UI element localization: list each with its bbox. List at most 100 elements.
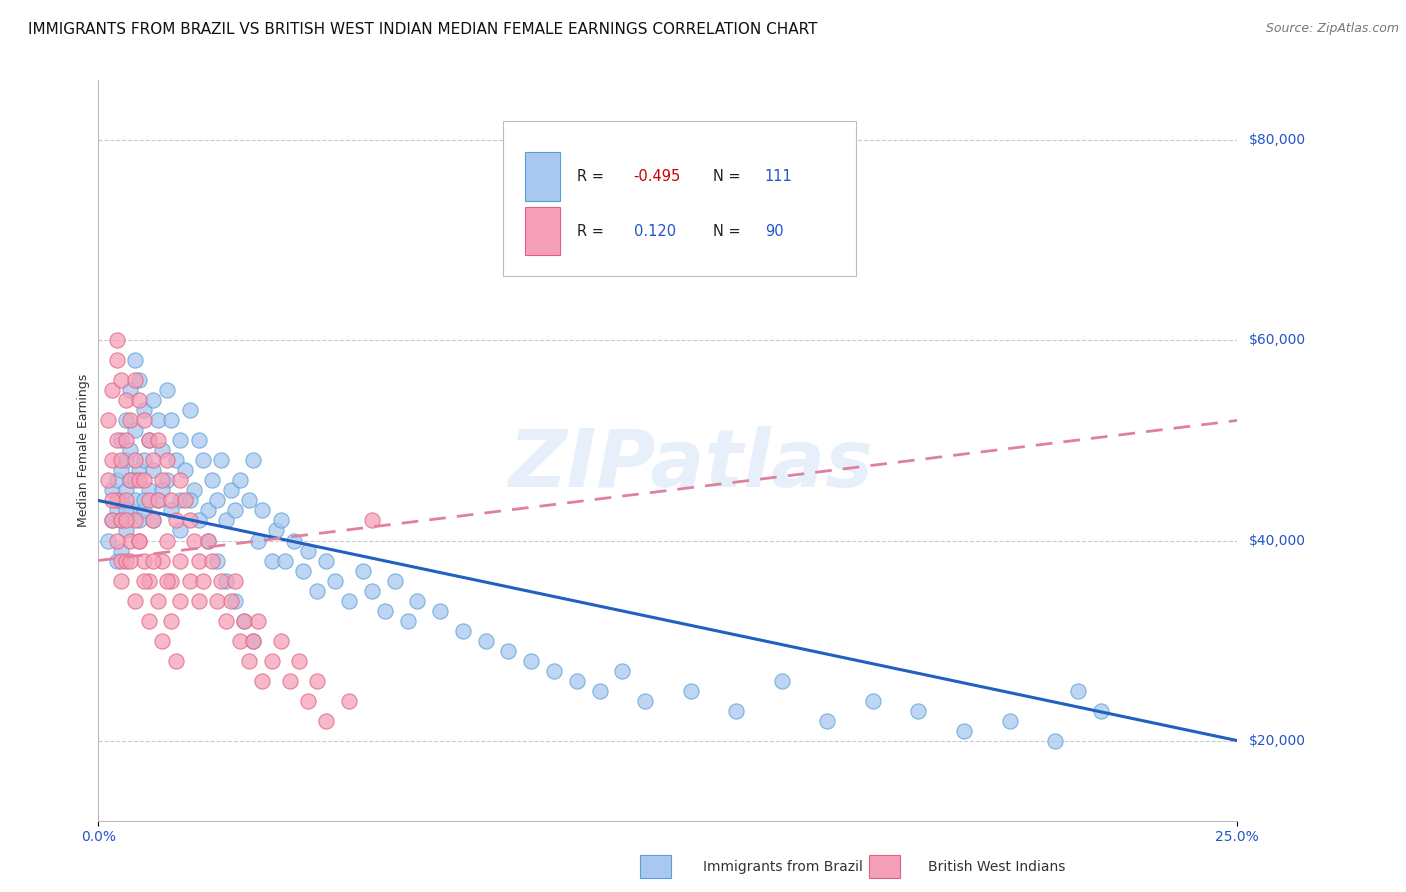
Point (96, 474, 118, 488)
Point (406, 593, 429, 607)
Point (124, 593, 146, 607)
Point (120, 384, 142, 398)
FancyBboxPatch shape (503, 121, 856, 277)
Point (142, 453, 165, 467)
Point (197, 533, 219, 548)
Point (205, 553, 228, 567)
Point (110, 574, 132, 588)
Point (588, 683, 610, 698)
Point (146, 593, 169, 607)
Point (146, 493, 169, 508)
Point (156, 474, 179, 488)
Point (150, 474, 173, 488)
Point (725, 704, 748, 718)
Point (384, 574, 406, 588)
Point (264, 524, 287, 538)
Point (307, 583, 329, 598)
Point (187, 514, 209, 528)
Point (138, 574, 160, 588)
Point (132, 493, 155, 508)
Point (124, 453, 146, 467)
Point (146, 413, 169, 427)
Point (270, 514, 292, 528)
Point (128, 514, 150, 528)
Text: N =: N = (713, 169, 745, 184)
Text: ZIPatlas: ZIPatlas (508, 426, 873, 504)
Point (114, 393, 136, 408)
Point (288, 654, 311, 668)
Point (197, 533, 219, 548)
Point (110, 373, 132, 387)
Point (246, 614, 269, 628)
Point (165, 453, 187, 467)
Point (679, 683, 702, 698)
Point (197, 503, 219, 517)
Point (124, 514, 146, 528)
Text: British West Indians: British West Indians (928, 860, 1066, 874)
Point (105, 474, 128, 488)
Point (352, 564, 374, 578)
Point (169, 553, 191, 567)
Point (219, 593, 242, 607)
Point (160, 614, 183, 628)
Point (110, 553, 132, 567)
Point (114, 493, 136, 508)
Point (998, 714, 1021, 728)
Point (209, 574, 232, 588)
Point (179, 514, 201, 528)
Point (110, 514, 132, 528)
Point (201, 474, 224, 488)
Point (138, 434, 160, 448)
Point (297, 693, 319, 707)
Point (169, 524, 191, 538)
Point (110, 453, 132, 467)
Point (315, 553, 337, 567)
Point (101, 493, 124, 508)
Point (278, 673, 301, 688)
Point (105, 553, 128, 567)
Point (179, 574, 201, 588)
Text: $80,000: $80,000 (1249, 133, 1306, 147)
Point (128, 393, 150, 408)
Point (292, 564, 315, 578)
FancyBboxPatch shape (526, 207, 560, 255)
Point (187, 593, 209, 607)
Point (228, 474, 250, 488)
Point (124, 493, 146, 508)
Point (498, 643, 520, 657)
Point (242, 633, 264, 648)
Point (142, 393, 165, 408)
Point (815, 714, 838, 728)
Point (183, 533, 205, 548)
Point (429, 603, 451, 617)
Point (233, 614, 256, 628)
Point (297, 543, 319, 558)
Point (120, 474, 142, 488)
Point (120, 474, 142, 488)
Point (156, 384, 179, 398)
Point (150, 553, 173, 567)
Point (252, 673, 274, 688)
Text: $20,000: $20,000 (1249, 733, 1305, 747)
Point (105, 533, 128, 548)
Point (183, 483, 205, 498)
Point (215, 514, 238, 528)
Point (156, 453, 179, 467)
Point (160, 574, 183, 588)
Point (165, 514, 187, 528)
Point (205, 593, 228, 607)
Point (120, 503, 142, 517)
Point (105, 353, 128, 368)
Point (165, 654, 187, 668)
Point (953, 723, 976, 738)
Point (128, 533, 150, 548)
Point (138, 614, 160, 628)
Point (634, 693, 657, 707)
Point (520, 654, 543, 668)
Point (128, 474, 150, 488)
Point (374, 603, 396, 617)
Point (114, 453, 136, 467)
Point (323, 574, 346, 588)
Point (132, 403, 155, 417)
Point (315, 714, 337, 728)
